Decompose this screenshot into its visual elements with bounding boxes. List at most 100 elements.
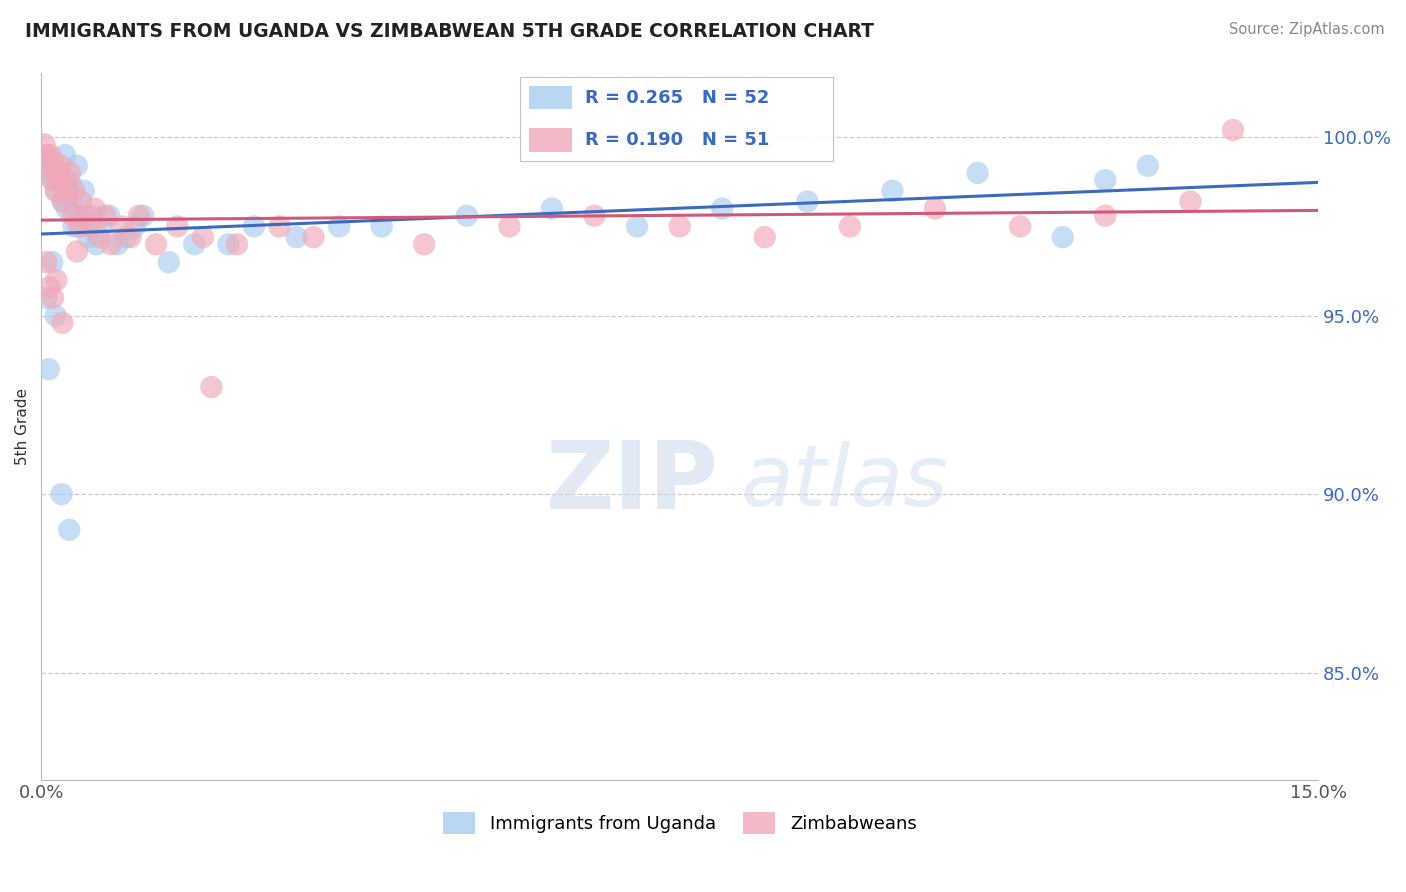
Point — [132, 209, 155, 223]
Point — [51, 194, 73, 209]
Point — [626, 219, 648, 234]
Point — [66, 244, 89, 259]
Point — [41, 173, 63, 187]
Point — [56, 184, 79, 198]
Point — [86, 237, 108, 252]
Point — [62, 219, 84, 234]
Text: R = 0.190   N = 51: R = 0.190 N = 51 — [585, 131, 769, 149]
Text: Source: ZipAtlas.com: Source: ZipAtlas.com — [1229, 22, 1385, 37]
Point — [583, 209, 606, 223]
Point — [39, 148, 62, 162]
Point — [191, 230, 214, 244]
Point — [269, 219, 291, 234]
Point — [79, 219, 101, 234]
Point — [1180, 194, 1202, 209]
Point — [1010, 219, 1032, 234]
Point — [73, 184, 96, 198]
Point — [62, 209, 84, 223]
Point — [128, 209, 150, 223]
Point — [754, 230, 776, 244]
Legend: Immigrants from Uganda, Zimbabweans: Immigrants from Uganda, Zimbabweans — [443, 812, 917, 834]
Point — [120, 230, 142, 244]
Point — [70, 194, 93, 209]
Point — [45, 309, 67, 323]
Point — [51, 487, 73, 501]
Point — [42, 173, 65, 187]
Point — [94, 209, 117, 223]
Point — [302, 230, 325, 244]
Point — [45, 273, 67, 287]
Point — [87, 230, 110, 244]
Bar — [530, 128, 572, 152]
Point — [77, 230, 100, 244]
Point — [200, 380, 222, 394]
Point — [38, 362, 60, 376]
Point — [100, 237, 122, 252]
Point — [498, 219, 520, 234]
Point — [63, 202, 86, 216]
Point — [456, 209, 478, 223]
Point — [541, 202, 564, 216]
Point — [124, 219, 146, 234]
Point — [90, 219, 112, 234]
Point — [924, 202, 946, 216]
Point — [46, 173, 69, 187]
Point — [115, 230, 138, 244]
Point — [59, 166, 82, 180]
Point — [75, 209, 97, 223]
Point — [107, 237, 129, 252]
Point — [38, 159, 60, 173]
Point — [328, 219, 350, 234]
Point — [52, 194, 75, 209]
Point — [111, 219, 134, 234]
Point — [413, 237, 436, 252]
Point — [668, 219, 690, 234]
Point — [41, 155, 63, 169]
Point — [796, 194, 818, 209]
Point — [63, 184, 86, 198]
Point — [66, 159, 89, 173]
Point — [243, 219, 266, 234]
Point — [45, 184, 67, 198]
Point — [59, 177, 82, 191]
Point — [166, 219, 188, 234]
Point — [49, 166, 72, 180]
Point — [83, 202, 105, 216]
Point — [1136, 159, 1159, 173]
Point — [70, 219, 93, 234]
Bar — [530, 86, 572, 110]
Point — [34, 137, 56, 152]
Point — [53, 148, 76, 162]
Point — [42, 291, 65, 305]
Point — [1094, 173, 1116, 187]
Point — [35, 255, 58, 269]
Point — [67, 219, 90, 234]
Point — [42, 155, 65, 169]
Point — [1094, 209, 1116, 223]
Point — [49, 159, 72, 173]
Text: atlas: atlas — [741, 442, 949, 524]
Point — [370, 219, 392, 234]
Point — [35, 148, 58, 162]
Point — [838, 219, 860, 234]
Point — [285, 230, 308, 244]
Bar — [520, 77, 832, 161]
Point — [58, 523, 80, 537]
Point — [55, 202, 77, 216]
Point — [38, 166, 60, 180]
Point — [966, 166, 988, 180]
Point — [217, 237, 239, 252]
Point — [45, 184, 67, 198]
Point — [82, 209, 104, 223]
Point — [882, 184, 904, 198]
Point — [34, 148, 56, 162]
Point — [98, 209, 121, 223]
Point — [51, 316, 73, 330]
Point — [157, 255, 180, 269]
Point — [55, 173, 77, 187]
Point — [711, 202, 734, 216]
Point — [67, 209, 90, 223]
Text: R = 0.265   N = 52: R = 0.265 N = 52 — [585, 88, 769, 107]
Point — [37, 159, 59, 173]
Point — [38, 280, 60, 294]
